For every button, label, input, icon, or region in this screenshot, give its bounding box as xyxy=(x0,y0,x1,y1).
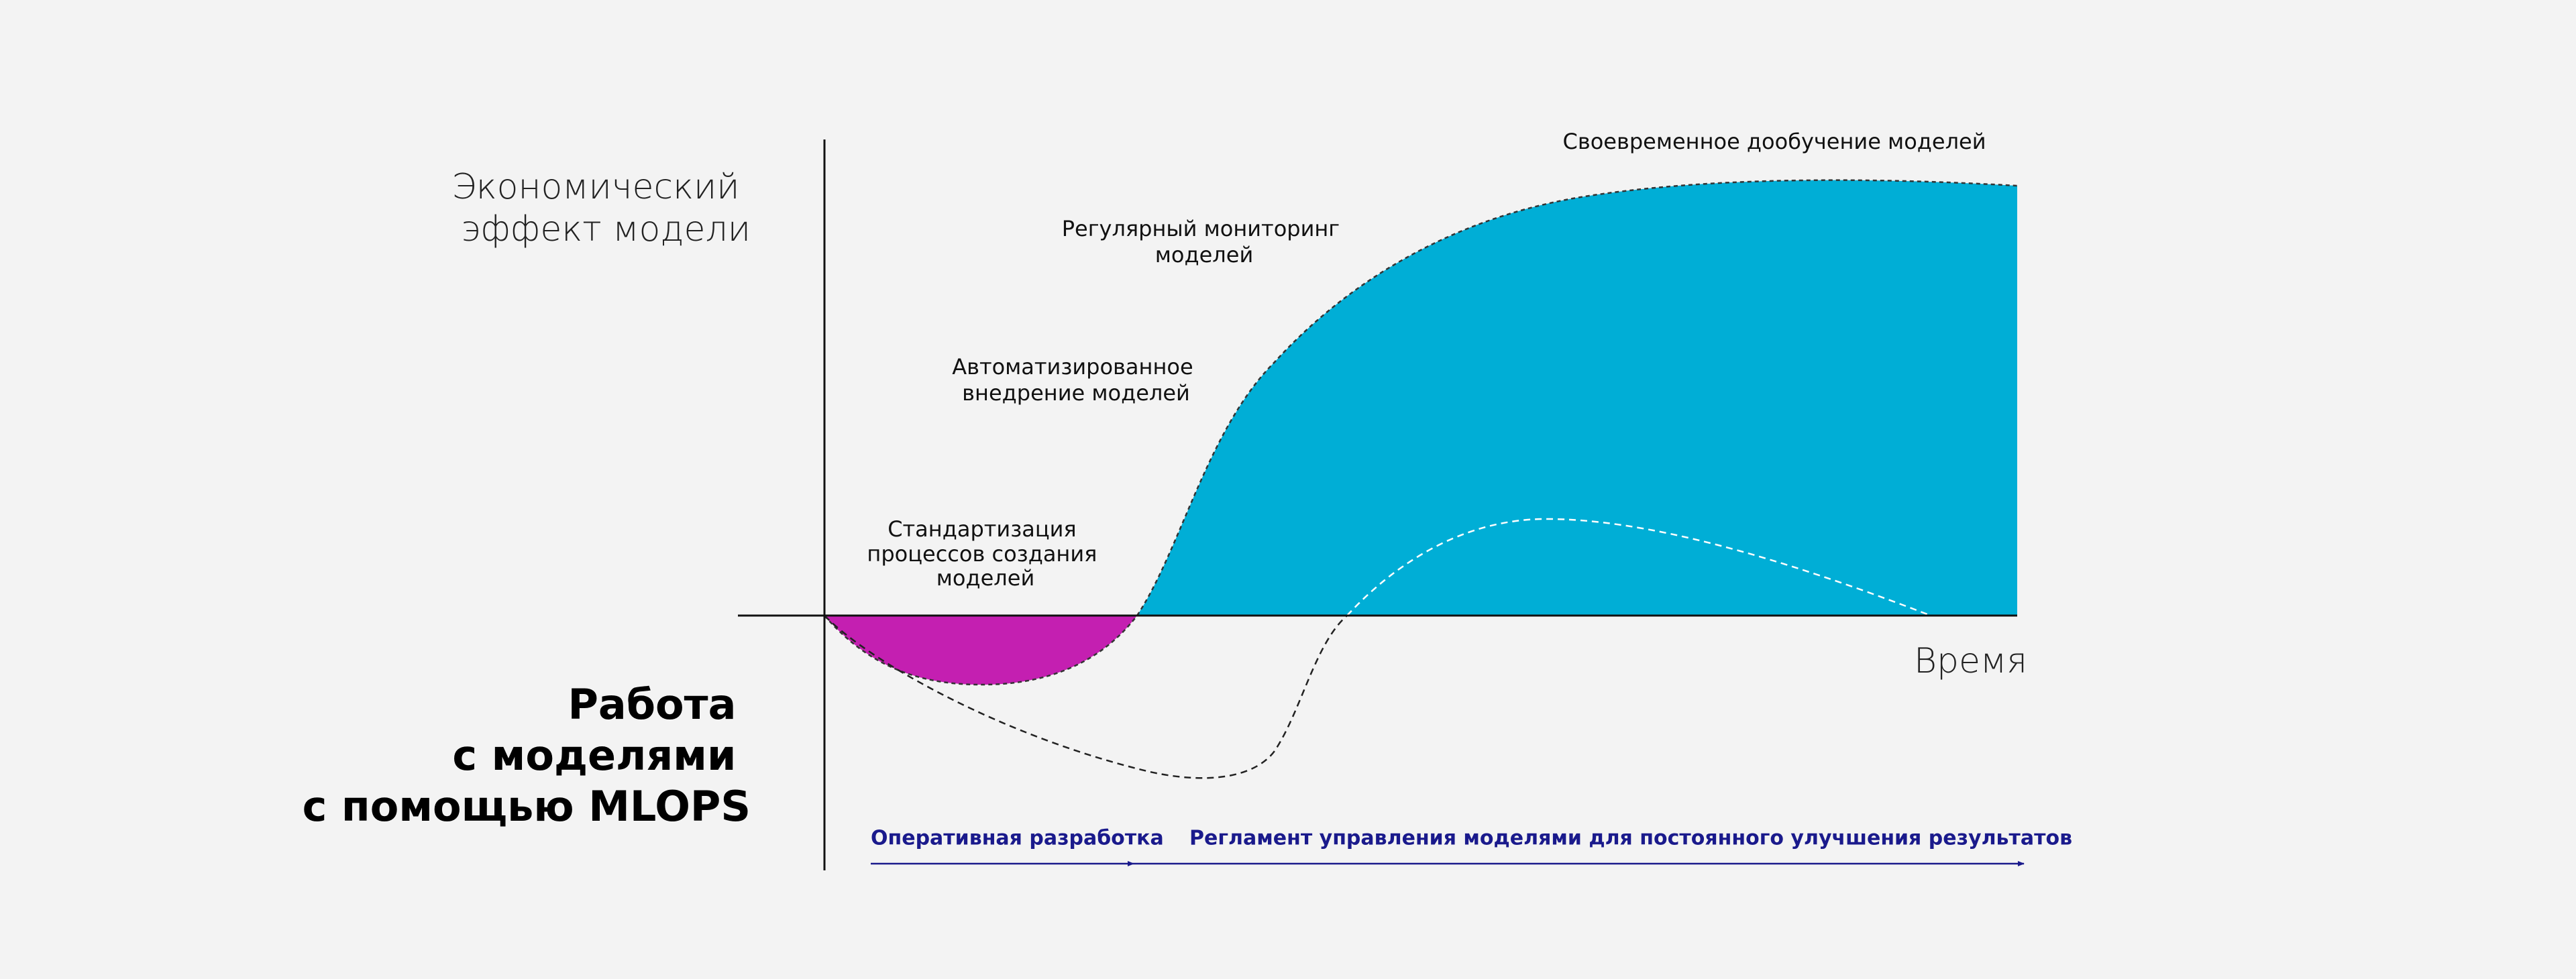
y-axis-label: Экономический эффект модели xyxy=(451,167,751,249)
cost-edge xyxy=(824,615,1138,686)
growth-edge xyxy=(1136,179,2018,616)
stage-label: Своевременное дообучение моделей xyxy=(1562,129,1986,154)
text-line: Регулярный мониторинг xyxy=(1062,216,1340,241)
text-line: эффект модели xyxy=(462,209,751,249)
text-line: с помощью MLOPS xyxy=(303,782,751,831)
stage-label: Автоматизированное внедрение моделей xyxy=(952,354,1200,406)
stage-label: Регулярный мониторинг моделей xyxy=(1062,216,1347,268)
stage-label: Стандартизация процессов создания моделе… xyxy=(867,516,1104,591)
text-line: процессов создания xyxy=(867,541,1097,567)
baseline-curve-upper xyxy=(1346,518,1931,617)
text-line: моделей xyxy=(1155,242,1253,268)
cost-area xyxy=(824,616,1137,685)
text-line: Своевременное дообучение моделей xyxy=(1562,129,1986,154)
baseline-curve xyxy=(824,615,1348,779)
phase-label: Оперативная разработка xyxy=(871,827,1164,850)
text-line: внедрение моделей xyxy=(962,380,1190,406)
text-line: Стандартизация xyxy=(888,516,1076,542)
phase-label: Регламент управления моделями для постоя… xyxy=(1189,827,2072,850)
text-line: Работа xyxy=(568,680,736,729)
text-line: моделей xyxy=(936,565,1034,591)
text-line: Автоматизированное xyxy=(952,354,1193,380)
text-line: Экономический xyxy=(451,167,739,207)
text-line: с моделями xyxy=(452,731,736,780)
heading: Работа с моделями с помощью MLOPS xyxy=(303,680,751,831)
growth-area xyxy=(1137,180,2017,616)
x-axis-label: Время xyxy=(1914,641,2027,681)
